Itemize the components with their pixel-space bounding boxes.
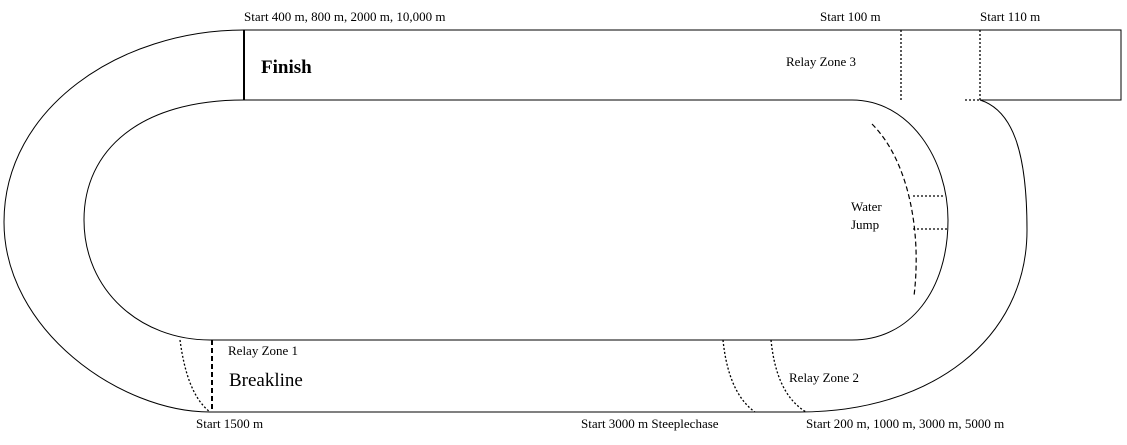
label-start-100: Start 100 m bbox=[820, 9, 881, 24]
start-3000-steeplechase-line bbox=[722, 339, 756, 413]
label-relay-zone-3: Relay Zone 3 bbox=[786, 54, 856, 69]
start-200-line bbox=[770, 339, 807, 413]
label-breakline: Breakline bbox=[229, 370, 303, 391]
label-start-3000-steeplechase: Start 3000 m Steeplechase bbox=[581, 416, 719, 431]
label-relay-zone-1: Relay Zone 1 bbox=[228, 343, 298, 358]
label-finish: Finish bbox=[261, 57, 312, 78]
water-jump-curve bbox=[871, 123, 917, 297]
start-1500-line bbox=[179, 339, 211, 413]
inner-track-boundary bbox=[83, 99, 949, 341]
label-jump: Jump bbox=[851, 217, 879, 232]
outer-track-boundary bbox=[3, 29, 1122, 413]
label-relay-zone-2: Relay Zone 2 bbox=[789, 370, 859, 385]
label-start-200-1000-3000-5000: Start 200 m, 1000 m, 3000 m, 5000 m bbox=[806, 416, 1004, 431]
label-water: Water bbox=[851, 199, 882, 214]
label-start-400-800-2000-10000: Start 400 m, 800 m, 2000 m, 10,000 m bbox=[244, 9, 446, 24]
label-start-110: Start 110 m bbox=[980, 9, 1040, 24]
label-start-1500: Start 1500 m bbox=[196, 416, 263, 431]
